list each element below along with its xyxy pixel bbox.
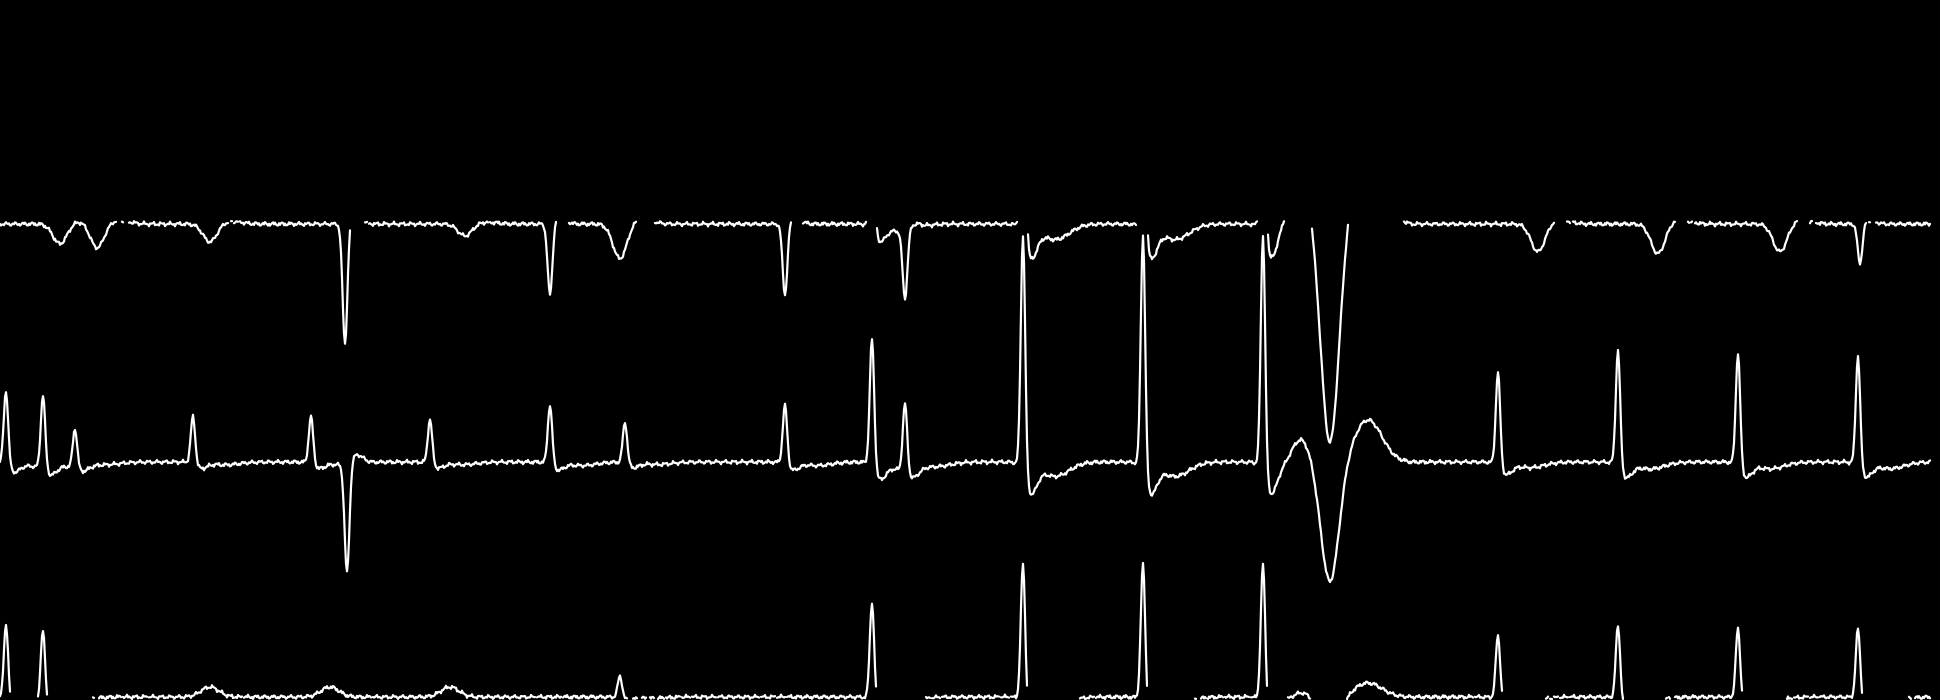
ecg-lead-1-trace: [0, 219, 1932, 444]
ecg-lead-3-trace: [0, 561, 1932, 700]
ecg-lead-2-trace: [0, 234, 1932, 584]
